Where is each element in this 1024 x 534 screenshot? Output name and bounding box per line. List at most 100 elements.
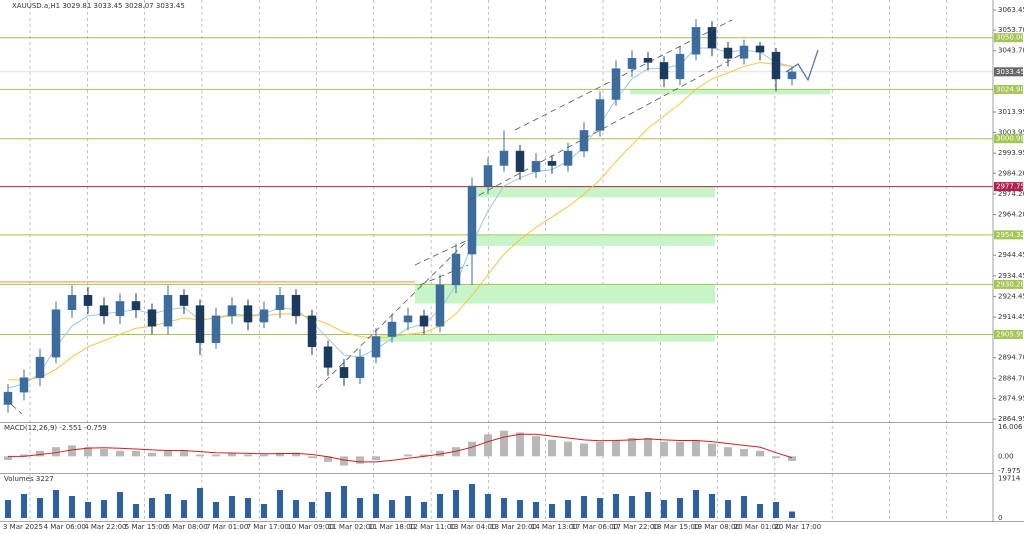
volume-bar: [37, 498, 43, 518]
volume-bar: [389, 500, 395, 518]
macd-tick-label: -7.975: [998, 467, 1021, 475]
volume-bar: [629, 496, 635, 518]
x-tick-label: 12 Mar 11:00: [409, 523, 456, 531]
macd-bar: [52, 447, 60, 457]
volume-bar: [165, 494, 171, 518]
volume-bar: [773, 502, 779, 518]
macd-bar: [324, 456, 332, 462]
volume-bar: [197, 488, 203, 518]
volume-bar: [373, 494, 379, 518]
level-label: 2977.75: [996, 183, 1024, 191]
candle-body: [51, 309, 61, 358]
candle-body: [579, 130, 589, 152]
candle-body: [115, 301, 125, 317]
volume-bar: [261, 504, 267, 518]
volume-bar: [693, 490, 699, 518]
macd-bar: [500, 430, 508, 457]
candle-body: [179, 295, 189, 306]
candle-body: [707, 27, 717, 49]
volume-bar: [597, 498, 603, 518]
candle-body: [611, 68, 621, 100]
x-tick-label: 18 Mar 15:00: [653, 523, 700, 531]
volume-bar: [725, 500, 731, 518]
zone: [630, 89, 830, 95]
volume-bar: [437, 494, 443, 518]
volume-bar: [53, 490, 59, 518]
volume-bar: [277, 490, 283, 518]
level-label-box: [994, 329, 1023, 339]
y-tick-label: 2984.20: [998, 169, 1024, 177]
candle-body: [691, 27, 701, 55]
macd-bar: [148, 452, 156, 457]
volume-bar: [85, 502, 91, 518]
candle-body: [739, 45, 749, 59]
candle-body: [339, 367, 349, 378]
macd-bar: [676, 441, 684, 457]
candle-body: [771, 51, 781, 80]
macd-bar: [756, 450, 764, 457]
volume-bar: [421, 502, 427, 518]
x-tick-label: 20 Mar 17:00: [774, 523, 821, 531]
trend-line: [419, 264, 469, 286]
candle-body: [35, 356, 45, 378]
candle-body: [3, 391, 13, 405]
x-tick-label: 14 Mar 13:00: [531, 523, 578, 531]
macd-signal: [8, 433, 793, 463]
x-tick-label: 4 Mar 22:00: [84, 523, 126, 531]
candle-body: [515, 150, 525, 172]
trend-line: [317, 239, 469, 389]
x-tick-label: 7 Mar 17:00: [247, 523, 289, 531]
y-tick-label: 2944.45: [998, 251, 1024, 259]
macd-bar: [20, 454, 28, 457]
zone: [380, 334, 715, 342]
level-label-box: [994, 33, 1023, 43]
volume-bar: [133, 504, 139, 518]
volume-bar: [21, 494, 27, 518]
macd-tick-label: 16.006: [998, 423, 1023, 431]
macd-bar: [260, 454, 268, 457]
candle-body: [275, 295, 285, 310]
macd-bar: [132, 450, 140, 457]
level-label-box: [994, 84, 1023, 94]
volume-bar: [357, 498, 363, 518]
y-tick-label: 2974.20: [998, 190, 1024, 198]
y-tick-label: 3043.70: [998, 47, 1024, 55]
x-tick-label: 10 Mar 09:00: [287, 523, 334, 531]
macd-bar: [116, 450, 124, 457]
volume-bar: [517, 500, 523, 518]
drawn-objects: [3, 19, 741, 415]
macd-bar: [212, 454, 220, 457]
trend-line: [3, 397, 23, 415]
x-tick-label: 5 Mar 15:00: [125, 523, 167, 531]
candle-body: [147, 309, 157, 327]
volume-bar: [453, 490, 459, 518]
macd-bar: [564, 441, 572, 457]
macd-bar: [4, 456, 12, 461]
macd-bar: [356, 456, 364, 464]
candle-body: [659, 62, 669, 80]
candle-body: [787, 71, 797, 80]
y-tick-label: 2964.20: [998, 211, 1024, 219]
macd-bar: [84, 447, 92, 457]
candle-body: [403, 315, 413, 323]
macd-bar: [708, 443, 716, 457]
volume-bar: [677, 498, 683, 518]
level-label-box: [994, 230, 1023, 240]
candle-body: [419, 315, 429, 327]
macd-bar: [228, 452, 236, 457]
volume-bar: [117, 492, 123, 518]
macd-bar: [436, 450, 444, 457]
zone: [475, 186, 715, 198]
macd-bar: [196, 454, 204, 457]
candle-body: [195, 305, 205, 343]
plot: 3063.45 3053.70 3043.70 3013.95 3003.95 2993.…: [0, 6, 1024, 531]
candle-body: [451, 253, 461, 286]
candle-body: [323, 346, 333, 368]
macd-bar: [740, 449, 748, 457]
volume-bar: [613, 494, 619, 518]
candle-body: [163, 295, 173, 327]
macd-bar: [468, 441, 476, 457]
y-tick-label: 2884.70: [998, 374, 1024, 382]
candle-body: [547, 161, 557, 166]
channel-line: [469, 54, 741, 201]
